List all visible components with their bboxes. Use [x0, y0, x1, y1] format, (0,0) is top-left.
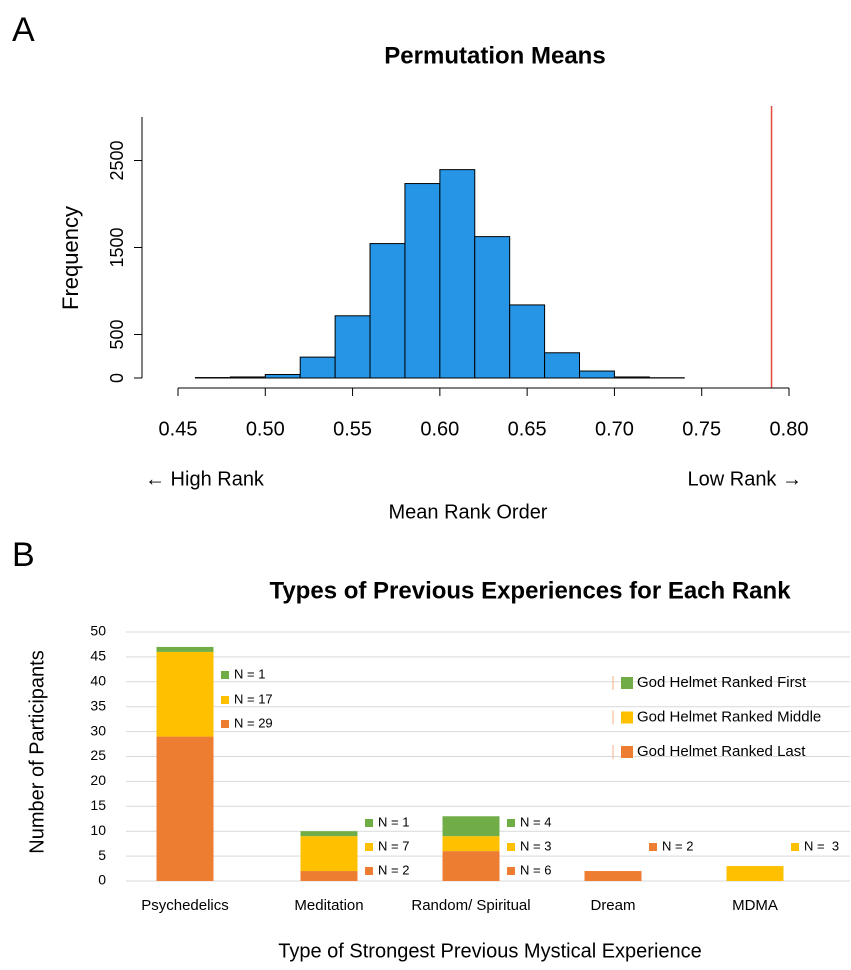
value-label: N = 1 — [378, 814, 409, 829]
value-label: N = 2 — [662, 838, 693, 853]
bar-segment — [442, 851, 500, 881]
y-tick-label: 50 — [90, 623, 106, 639]
legend-label: God Helmet Ranked First — [637, 674, 807, 691]
x-axis-label: Type of Strongest Previous Mystical Expe… — [278, 940, 702, 962]
value-label: N = 7 — [378, 838, 409, 853]
y-tick-label: 10 — [90, 822, 106, 838]
bar-segment — [300, 831, 358, 837]
value-label-key — [221, 696, 229, 704]
legend-label: God Helmet Ranked Last — [637, 743, 806, 760]
bar — [474, 236, 511, 379]
value-label-key — [221, 720, 229, 728]
bar — [334, 315, 371, 379]
value-label-key — [507, 819, 515, 827]
bar-segment — [442, 836, 500, 852]
bar — [369, 243, 406, 379]
y-tick-label: 35 — [90, 697, 106, 713]
y-axis-label: Number of Participants — [26, 650, 48, 853]
x-tick-label: 0.45 — [159, 418, 198, 440]
value-label: N = 4 — [520, 814, 551, 829]
bar-segment — [156, 651, 214, 737]
y-tick-label: 25 — [90, 747, 106, 763]
y-axis-label: Frequency — [58, 206, 83, 310]
bar-segment — [442, 816, 500, 837]
y-tick-label: 15 — [90, 797, 106, 813]
bar — [299, 356, 336, 379]
legend-swatch — [621, 677, 633, 689]
y-tick-label: 0 — [107, 373, 127, 383]
y-tick-label: 40 — [90, 673, 106, 689]
value-label: N = 3 — [520, 838, 551, 853]
y-tick-label: 1500 — [107, 227, 127, 267]
value-label-key — [365, 867, 373, 875]
bar-segment — [156, 646, 214, 652]
value-label: N = 2 — [378, 862, 409, 877]
bar — [544, 352, 581, 379]
y-tick-label: 500 — [107, 319, 127, 349]
value-label-key — [365, 843, 373, 851]
value-label-key — [649, 843, 657, 851]
x-tick-label: MDMA — [732, 897, 778, 914]
x-tick-label: 0.75 — [682, 418, 721, 440]
bar — [439, 169, 476, 379]
x-tick-label: 0.50 — [246, 418, 285, 440]
y-tick-label: 0 — [98, 872, 106, 888]
bar — [229, 376, 266, 379]
bar-segment — [300, 836, 358, 872]
y-tick-label: 45 — [90, 648, 106, 664]
bar — [613, 376, 650, 379]
x-tick-label: 0.65 — [508, 418, 547, 440]
y-tick-label: 2500 — [107, 140, 127, 180]
annotation: Low Rank → — [688, 468, 803, 490]
value-label-key — [507, 867, 515, 875]
x-axis-label: Mean Rank Order — [389, 501, 548, 523]
bar-segment — [726, 866, 784, 881]
chart-title: Types of Previous Experiences for Each R… — [269, 577, 791, 604]
x-tick-label: 0.70 — [595, 418, 634, 440]
panel-label: B — [12, 536, 35, 574]
y-tick-label: 20 — [90, 772, 106, 788]
chart-title: Permutation Means — [384, 42, 605, 69]
value-label-key — [507, 843, 515, 851]
value-label: N = 6 — [520, 862, 551, 877]
x-tick-label: 0.80 — [770, 418, 809, 440]
legend-swatch — [621, 711, 633, 724]
value-label-key — [791, 843, 799, 851]
x-tick-label: 0.55 — [333, 418, 372, 440]
bar — [404, 183, 441, 379]
bar-segment — [300, 871, 358, 881]
panel-label: A — [12, 11, 35, 49]
value-label: N = 1 — [234, 666, 265, 681]
value-label: N = 3 — [804, 838, 839, 853]
bar-segment — [156, 736, 214, 881]
legend-label: God Helmet Ranked Middle — [637, 708, 821, 725]
bar — [579, 370, 615, 379]
x-tick-label: 0.60 — [420, 418, 459, 440]
y-tick-label: 5 — [98, 847, 106, 863]
value-label-key — [365, 819, 373, 827]
value-label: N = 29 — [234, 715, 273, 730]
value-label-key — [221, 671, 229, 679]
x-tick-label: Psychedelics — [141, 897, 229, 914]
bar-segment — [584, 871, 642, 881]
x-tick-label: Meditation — [294, 897, 363, 914]
x-tick-label: Random/ Spiritual — [411, 897, 530, 914]
bar — [264, 374, 301, 379]
legend-swatch — [621, 746, 633, 758]
y-tick-label: 30 — [90, 722, 106, 738]
bar — [509, 304, 546, 379]
x-tick-label: Dream — [590, 897, 635, 914]
annotation: ← High Rank — [145, 468, 265, 490]
value-label: N = 17 — [234, 691, 273, 706]
